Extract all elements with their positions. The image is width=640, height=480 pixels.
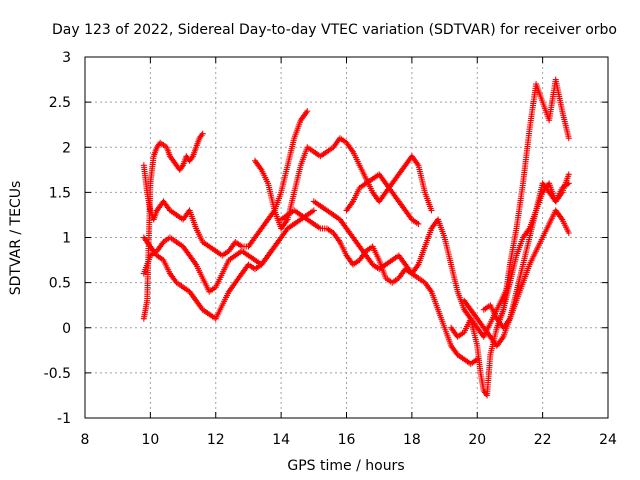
y-tick-label: -1 bbox=[57, 411, 71, 427]
series-sat-f bbox=[278, 207, 481, 367]
x-tick-label: 22 bbox=[534, 432, 552, 448]
series-sat-b bbox=[140, 108, 311, 259]
x-tick-label: 10 bbox=[141, 432, 159, 448]
y-tick-label: 0.5 bbox=[49, 276, 71, 292]
y-tick-label: 2 bbox=[62, 140, 71, 156]
series-sat-g bbox=[310, 198, 513, 340]
y-tick-labels: -1 -0.5 0 0.5 1 1.5 2 2.5 3 bbox=[44, 50, 71, 427]
y-tick-label: 1.5 bbox=[49, 185, 71, 201]
series-sat-e bbox=[251, 135, 435, 232]
y-axis-label: SDTVAR / TECUs bbox=[8, 181, 24, 296]
chart-title: Day 123 of 2022, Sidereal Day-to-day VTE… bbox=[52, 22, 617, 38]
x-tick-label: 20 bbox=[468, 432, 486, 448]
x-tick-label: 18 bbox=[403, 432, 421, 448]
y-tick-label: 2.5 bbox=[49, 95, 71, 111]
data-points bbox=[140, 76, 572, 399]
x-tick-label: 8 bbox=[81, 432, 90, 448]
series-sat-h bbox=[343, 171, 422, 227]
x-tick-label: 14 bbox=[272, 432, 290, 448]
x-tick-label: 16 bbox=[338, 432, 356, 448]
x-tick-label: 24 bbox=[599, 432, 617, 448]
axis-ticks bbox=[84, 56, 609, 419]
x-tick-labels: 8 10 12 14 16 18 20 22 24 bbox=[81, 432, 617, 448]
y-tick-label: 1 bbox=[62, 231, 71, 247]
y-tick-label: -0.5 bbox=[44, 366, 71, 382]
series-sat-d bbox=[140, 207, 317, 295]
y-tick-label: 3 bbox=[62, 50, 71, 66]
y-tick-label: 0 bbox=[62, 321, 71, 337]
x-tick-label: 12 bbox=[207, 432, 225, 448]
series-sat-k bbox=[480, 207, 572, 331]
series-sat-l bbox=[461, 171, 572, 349]
x-axis-label: GPS time / hours bbox=[287, 458, 404, 474]
